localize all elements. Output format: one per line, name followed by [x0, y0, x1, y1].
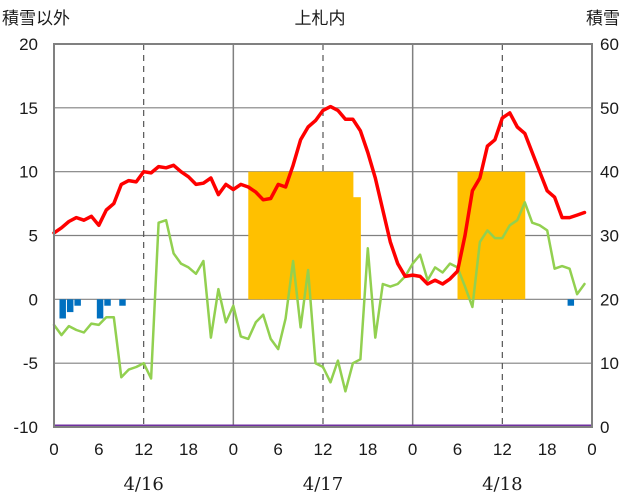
- snow-depth-bar: [300, 171, 309, 300]
- x-tick-label: 18: [538, 440, 557, 459]
- left-axis-label: 積雪以外: [2, 9, 70, 29]
- snow-depth-bar: [285, 171, 294, 300]
- left-tick-label: 10: [19, 163, 38, 182]
- snow-depth-bar: [263, 171, 272, 300]
- date-label: 4/17: [303, 474, 343, 495]
- x-tick-label: 0: [229, 440, 238, 459]
- x-tick-label: 18: [179, 440, 198, 459]
- snow-depth-bar: [270, 171, 279, 300]
- x-tick-label: 6: [94, 440, 103, 459]
- precipitation-bar: [119, 299, 126, 306]
- left-tick-label: 20: [19, 35, 38, 54]
- snow-depth-bar: [337, 171, 346, 300]
- temperature-line: [52, 104, 587, 286]
- left-tick-label: 5: [29, 227, 38, 246]
- snow-depth-bar: [248, 171, 257, 300]
- x-tick-label: 6: [273, 440, 282, 459]
- snow-depth-bar: [457, 171, 466, 300]
- snow-depth-bar: [345, 171, 354, 300]
- chart-title: 上札内: [295, 9, 346, 29]
- right-tick-label: 40: [600, 163, 619, 182]
- snow-depth-bar: [323, 171, 331, 300]
- snow-depth-bar: [509, 171, 518, 300]
- snow-depth-bar: [308, 171, 317, 300]
- right-tick-label: 10: [600, 354, 619, 373]
- snow-depth-bar: [502, 171, 511, 300]
- plot-frame: [53, 43, 593, 428]
- snow-depth-bar: [517, 171, 526, 300]
- precipitation-bars: [59, 299, 575, 319]
- snow-depth-bar: [464, 171, 473, 300]
- right-tick-label: 0: [600, 418, 609, 437]
- snow-depth-bar: [330, 171, 339, 300]
- snow-depth-bar: [315, 171, 324, 300]
- precipitation-bar: [104, 299, 111, 306]
- date-label: 4/18: [482, 474, 522, 495]
- precipitation-bar: [59, 299, 66, 319]
- x-tick-label: 6: [453, 440, 462, 459]
- left-tick-label: 0: [29, 290, 38, 309]
- snow-depth-bar: [494, 171, 503, 300]
- precipitation-bar: [567, 299, 575, 306]
- snow-depth-bar: [255, 171, 264, 300]
- precipitation-bar: [66, 299, 74, 313]
- precipitation-bar: [74, 299, 81, 306]
- x-tick-label: 12: [314, 440, 333, 459]
- left-tick-label: -5: [23, 354, 38, 373]
- right-tick-label: 20: [600, 290, 619, 309]
- right-tick-label: 60: [600, 35, 619, 54]
- left-tick-label: -10: [13, 418, 38, 437]
- precipitation-bar: [96, 299, 104, 319]
- right-tick-label: 50: [600, 99, 619, 118]
- x-tick-label: 0: [49, 440, 58, 459]
- x-tick-label: 12: [493, 440, 512, 459]
- x-tick-label: 18: [358, 440, 377, 459]
- x-tick-label: 0: [408, 440, 417, 459]
- snow-depth-bar: [352, 197, 361, 300]
- x-tick-label: 12: [134, 440, 153, 459]
- right-axis-label: 積雪: [586, 9, 620, 29]
- snow-depth-bar: [293, 171, 302, 300]
- left-tick-label: 15: [19, 99, 38, 118]
- snow-depth-bar: [278, 171, 287, 300]
- right-tick-label: 30: [600, 227, 619, 246]
- x-tick-label: 0: [587, 440, 596, 459]
- date-label: 4/16: [123, 474, 163, 495]
- dewpoint-line: [52, 201, 586, 393]
- snow-depth-bar: [472, 171, 481, 300]
